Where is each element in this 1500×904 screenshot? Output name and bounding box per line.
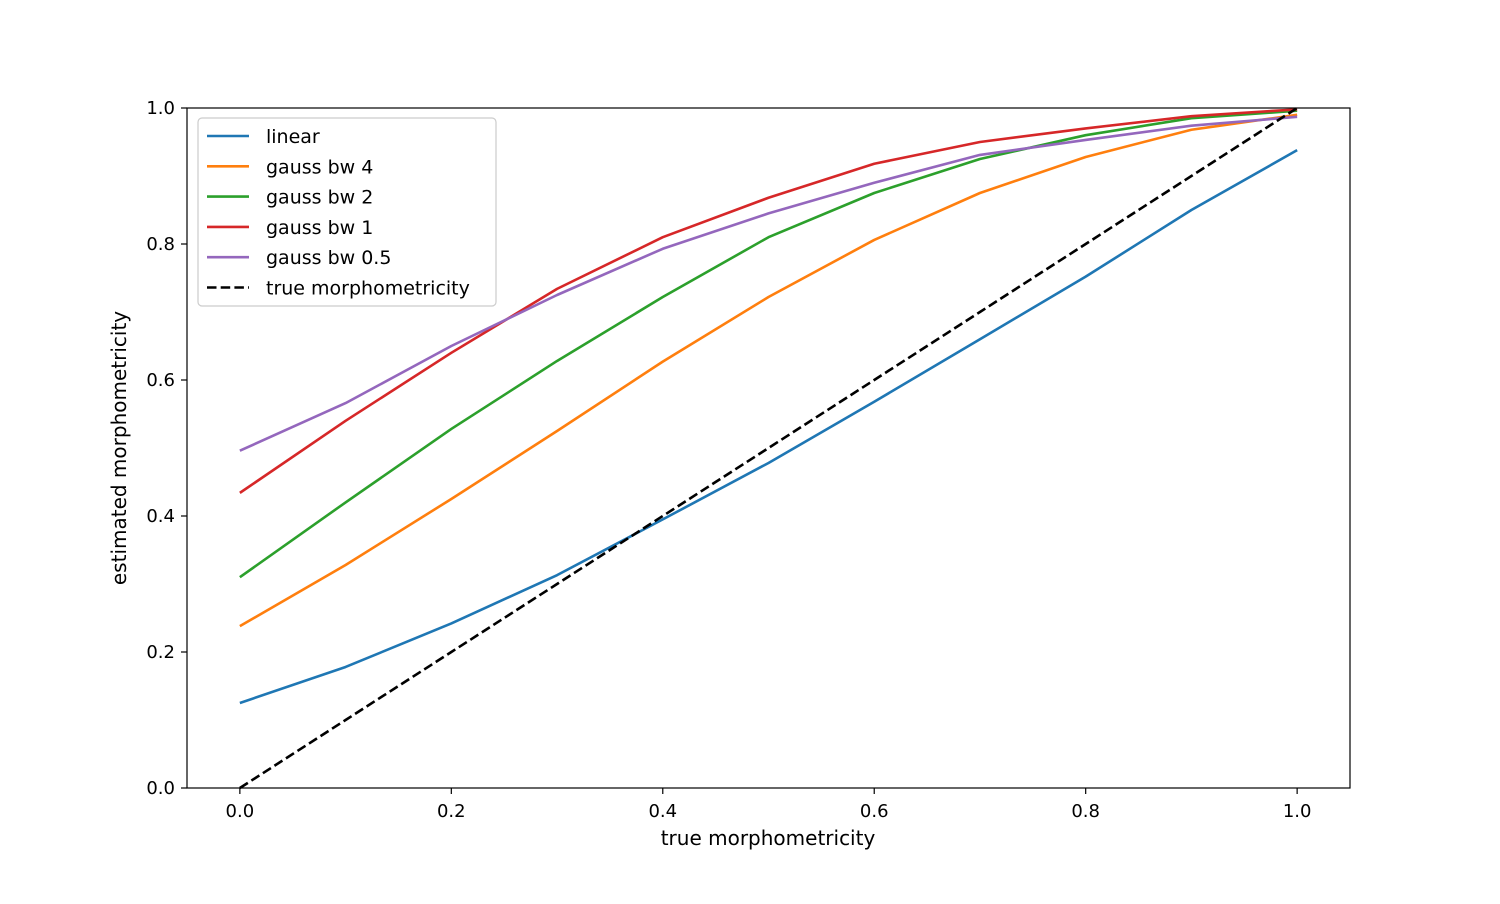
x-tick-label: 1.0: [1283, 801, 1312, 822]
series-line-gauss-bw-1: [239, 108, 1298, 494]
legend-label: linear: [266, 126, 320, 148]
series-line-gauss-bw-4: [239, 113, 1298, 628]
y-tick-label: 0.0: [146, 778, 175, 799]
series-line-gauss-bw-2: [239, 109, 1298, 579]
y-axis-label: estimated morphometricity: [107, 311, 131, 585]
y-tick-label: 0.6: [146, 370, 175, 391]
x-tick-label: 0.0: [226, 801, 255, 822]
x-tick-label: 0.8: [1071, 801, 1100, 822]
series-line-linear: [239, 149, 1298, 705]
series-line-true-morphometricity: [239, 106, 1298, 790]
legend: linear gauss bw 4 gauss bw 2 gauss bw 1 gaus…: [197, 117, 497, 307]
x-axis-label: true morphometricity: [661, 826, 876, 850]
series-layer: [239, 106, 1298, 790]
legend-label: true morphometricity: [266, 278, 470, 300]
legend-label: gauss bw 1: [266, 217, 373, 239]
y-tick-label: 1.0: [146, 98, 175, 119]
x-axis: 0.0 0.2 0.4 0.6 0.8 1.0: [226, 788, 1312, 822]
legend-box: [197, 117, 497, 307]
series-line-gauss-bw-0-5: [239, 115, 1298, 452]
legend-label: gauss bw 4: [266, 156, 373, 178]
x-tick-label: 0.6: [860, 801, 889, 822]
y-tick-label: 0.2: [146, 642, 175, 663]
y-tick-label: 0.4: [146, 506, 175, 527]
legend-label: gauss bw 2: [266, 187, 373, 209]
x-tick-label: 0.2: [437, 801, 466, 822]
y-tick-label: 0.8: [146, 234, 175, 255]
legend-label: gauss bw 0.5: [266, 247, 391, 269]
y-axis: 0.0 0.2 0.4 0.6 0.8 1.0: [146, 98, 187, 799]
x-tick-label: 0.4: [648, 801, 677, 822]
plot-frame: [186, 107, 1351, 789]
